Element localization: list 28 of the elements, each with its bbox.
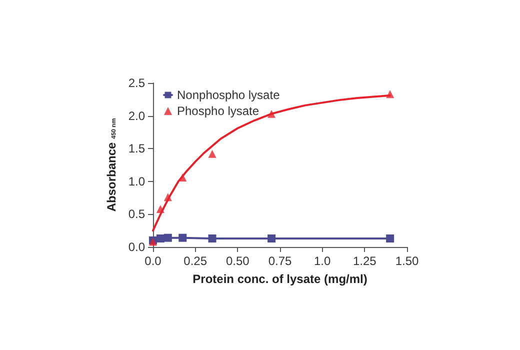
point [386,234,394,242]
x-tick-label: 1.50 [395,254,419,268]
y-tick-label: 0.5 [128,207,146,222]
point [156,204,164,213]
x-tick-label: 1.25 [352,254,377,268]
point [178,173,187,182]
point [164,193,172,202]
point [208,150,216,158]
x-tick-label: 0.0 [144,254,162,268]
x-tick-label: 1.0 [314,254,331,268]
x-tick-label: 0.50 [226,254,250,268]
x-tick-label: 0.25 [184,254,208,268]
y-tick-label: 2.0 [128,108,146,123]
point [208,234,216,242]
y-tick-label: 2.5 [128,76,146,90]
legend-label: Phospho lysate [177,104,260,118]
x-axis-title: Protein conc. of lysate (mg/ml) [192,272,368,286]
x-tick-label: 0.75 [268,254,292,268]
point [386,90,394,98]
point [164,234,172,242]
point [178,234,187,242]
y-tick-label: 1.5 [128,142,146,156]
point [156,234,164,242]
legend-label: Nonphospho lysate [177,88,280,102]
y-tick-label: 0.0 [128,240,146,254]
point [268,234,276,242]
y-tick-label: 1.0 [128,174,146,188]
point [268,110,276,118]
